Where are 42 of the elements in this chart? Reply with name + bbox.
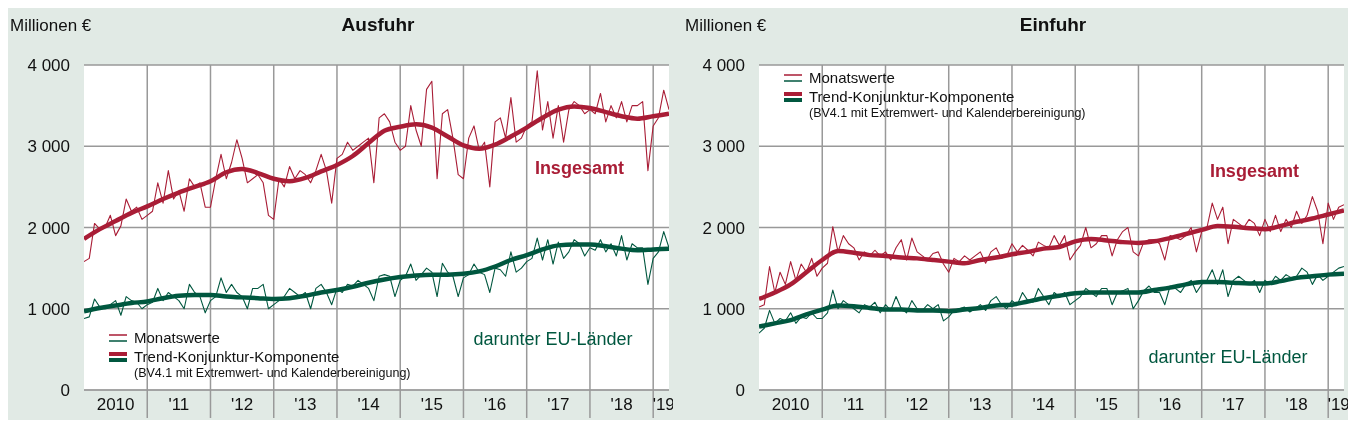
legend-label: Trend-Konjunktur-Komponente — [134, 347, 340, 366]
x-tick-label: '18 — [610, 395, 633, 414]
x-tick-label: 2010 — [771, 395, 810, 414]
chart-title: Ausfuhr — [341, 14, 415, 35]
x-tick-label: '15 — [1095, 395, 1118, 414]
x-tick-label: '11 — [843, 395, 865, 414]
legend-label: Trend-Konjunktur-Komponente — [809, 87, 1015, 106]
x-tick-label: '15 — [420, 395, 443, 414]
annotation: darunter EU-Länder — [473, 329, 633, 350]
annotation: Insgesamt — [1209, 161, 1299, 182]
chart-title: Einfuhr — [1019, 14, 1087, 35]
x-tick-label: '12 — [231, 395, 254, 414]
x-tick-label: '16 — [484, 395, 507, 414]
x-tick-label: '13 — [294, 395, 317, 414]
legend-label: Monatswerte — [809, 68, 895, 87]
y-tick-label: 1 000 — [27, 299, 70, 319]
x-tick-label: '16 — [1159, 395, 1182, 414]
x-tick-label: '11 — [168, 395, 190, 414]
annotation: Insgesamt — [534, 157, 624, 178]
y-tick-label: 3 000 — [27, 137, 70, 157]
legend-label: Monatswerte — [134, 328, 220, 347]
x-tick-label: '14 — [357, 395, 380, 414]
x-tick-label: '17 — [547, 395, 570, 414]
y-tick-label: 3 000 — [702, 137, 745, 157]
x-tick-label: '12 — [906, 395, 929, 414]
x-tick-label: '14 — [1032, 395, 1055, 414]
y-tick-label: 4 000 — [27, 56, 70, 76]
y-axis-title: Millionen € — [10, 16, 92, 36]
x-tick-label: '13 — [969, 395, 992, 414]
y-tick-label: 2 000 — [27, 218, 70, 238]
y-tick-label: 2 000 — [702, 218, 745, 238]
annotation: darunter EU-Länder — [1148, 346, 1308, 367]
y-tick-label: 0 — [60, 381, 70, 401]
annotation: (BV4.1 mit Extremwert- und Kalenderbereinigung) — [809, 106, 1086, 121]
y-tick-label: 4 000 — [702, 56, 745, 76]
x-tick-label: 2010 — [96, 395, 135, 414]
x-tick-label: '17 — [1222, 395, 1245, 414]
annotation: (BV4.1 mit Extremwert- und Kalenderbereinigung) — [134, 366, 411, 381]
y-tick-label: 1 000 — [702, 299, 745, 319]
y-axis-title: Millionen € — [685, 16, 767, 36]
y-tick-label: 0 — [735, 381, 745, 401]
x-tick-label: '18 — [1285, 395, 1308, 414]
